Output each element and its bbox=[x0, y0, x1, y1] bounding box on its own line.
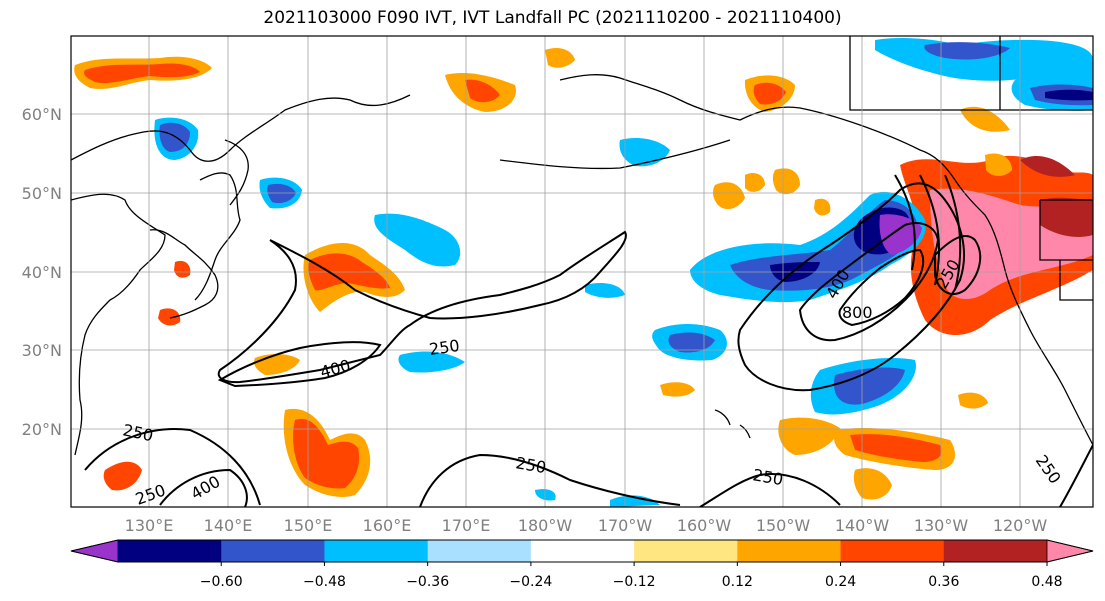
longitude-labels: 130°E 140°E 150°E 160°E 170°E 180°W 170°W 160°W… bbox=[125, 516, 1048, 535]
colorbar-tick-labels: −0.60 −0.48 −0.36 −0.24 −0.12 0.12 0.24 0.36 0.4… bbox=[200, 574, 1063, 590]
aleutians bbox=[499, 139, 731, 170]
lon-tick-label: 180°W bbox=[518, 516, 573, 535]
contour-east-lines bbox=[894, 174, 1093, 507]
colorbar-segment bbox=[737, 540, 842, 562]
colorbar-segment bbox=[530, 540, 635, 562]
lon-tick-label: 140°E bbox=[204, 516, 253, 535]
lat-tick-label: 30°N bbox=[22, 341, 62, 360]
lon-tick-label: 160°E bbox=[363, 516, 412, 535]
lat-tick-label: 60°N bbox=[22, 105, 62, 124]
colorbar-segment bbox=[118, 540, 222, 562]
lon-tick-label: 170°W bbox=[598, 516, 653, 535]
contour-250-south bbox=[419, 453, 841, 507]
lon-tick-label: 130°W bbox=[914, 516, 969, 535]
contour-label: 800 bbox=[842, 303, 873, 322]
colorbar-segment bbox=[943, 540, 1048, 562]
contour-east-inner bbox=[934, 235, 982, 295]
lon-tick-label: 140°W bbox=[835, 516, 890, 535]
colorbar-tick-label: −0.24 bbox=[509, 574, 552, 590]
lon-tick-label: 120°W bbox=[993, 516, 1048, 535]
asia-coast bbox=[71, 94, 411, 456]
colorbar-tick-label: 0.12 bbox=[722, 574, 753, 590]
contour-east-outer bbox=[737, 182, 966, 392]
alaska-coast bbox=[559, 74, 956, 181]
colorbar-tick-label: 0.24 bbox=[825, 574, 856, 590]
contour-400-west bbox=[217, 341, 382, 388]
map-title: 2021103000 F090 IVT, IVT Landfall PC (20… bbox=[263, 8, 842, 28]
colorbar-extend-high bbox=[1046, 539, 1094, 563]
colorbar-segment bbox=[221, 540, 325, 562]
colorbar-segment bbox=[634, 540, 738, 562]
kamchatka-coast bbox=[224, 139, 249, 206]
lat-tick-label: 50°N bbox=[22, 184, 62, 203]
colorbar-outline bbox=[70, 539, 1094, 563]
na-west-coast bbox=[954, 179, 1093, 446]
colorbar bbox=[70, 539, 1094, 566]
latitude-labels: 60°N 50°N 40°N 30°N 20°N bbox=[22, 105, 62, 439]
colorbar-segment bbox=[324, 540, 429, 562]
colorbar-tick-label: 0.48 bbox=[1031, 574, 1062, 590]
na-interior bbox=[849, 36, 1093, 301]
hawaii bbox=[714, 409, 751, 439]
colorbar-segment bbox=[840, 540, 945, 562]
lon-tick-label: 150°E bbox=[284, 516, 333, 535]
contour-250-west bbox=[217, 230, 627, 384]
colorbar-tick-label: −0.36 bbox=[406, 574, 449, 590]
lon-tick-label: 170°E bbox=[442, 516, 491, 535]
colorbar-tick-label: −0.48 bbox=[303, 574, 346, 590]
colorbar-tick-label: −0.12 bbox=[613, 574, 656, 590]
lat-tick-label: 20°N bbox=[22, 420, 62, 439]
lat-tick-label: 40°N bbox=[22, 263, 62, 282]
negative-blob-1 bbox=[374, 213, 461, 267]
contour-east-800 bbox=[838, 248, 925, 327]
map-frame bbox=[70, 35, 1094, 508]
colorbar-tick-label: −0.60 bbox=[200, 574, 243, 590]
coastlines bbox=[71, 36, 1093, 456]
gridlines bbox=[71, 36, 1093, 507]
contour-250-mid bbox=[84, 428, 261, 507]
ivt-contours bbox=[84, 174, 1093, 507]
colorbar-extend-low bbox=[70, 539, 119, 563]
lon-tick-label: 150°W bbox=[756, 516, 811, 535]
colorbar-segment bbox=[427, 540, 532, 562]
japan-coast bbox=[149, 229, 219, 319]
colorbar-tick-label: 0.36 bbox=[928, 574, 959, 590]
lon-tick-label: 130°E bbox=[125, 516, 174, 535]
contour-label: 250 bbox=[428, 336, 461, 359]
lon-tick-label: 160°W bbox=[677, 516, 732, 535]
